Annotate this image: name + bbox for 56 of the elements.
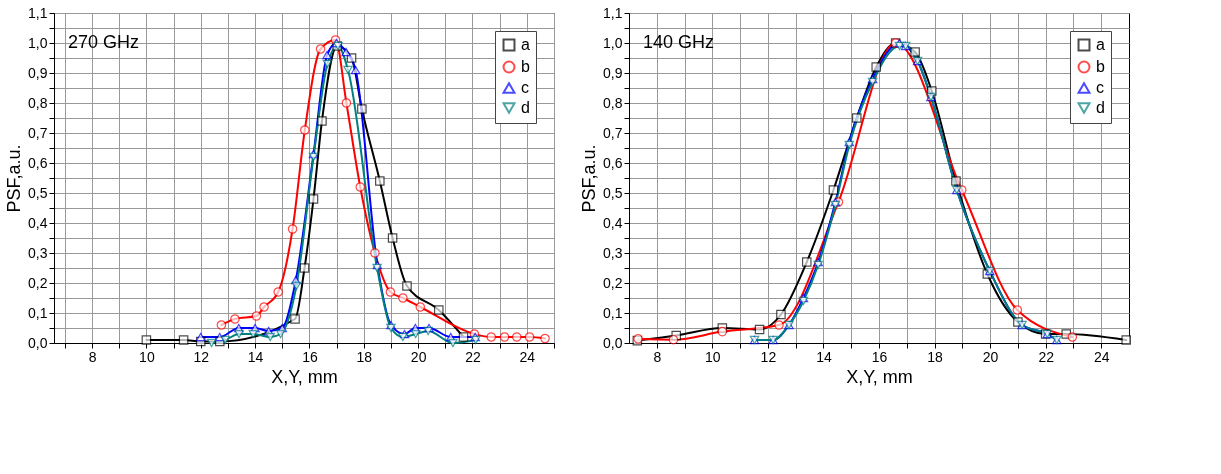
x-axis-title: X,Y, mm bbox=[271, 366, 338, 387]
legend-label: c bbox=[1096, 79, 1104, 96]
y-tick-label: 0,3 bbox=[28, 244, 48, 261]
x-tick-label: 22 bbox=[465, 348, 481, 365]
y-tick-label: 1,1 bbox=[28, 4, 48, 21]
legend-label: b bbox=[1096, 58, 1105, 75]
y-tick-label: 0,0 bbox=[28, 334, 48, 351]
x-tick-label: 24 bbox=[519, 348, 536, 365]
x-tick-label: 12 bbox=[760, 348, 777, 365]
y-tick-label: 0,1 bbox=[603, 304, 623, 321]
y-tick-label: 0,4 bbox=[603, 214, 623, 231]
y-tick-label: 0,7 bbox=[603, 124, 623, 141]
y-tick-label: 0,2 bbox=[603, 274, 623, 291]
x-tick-label: 22 bbox=[1038, 348, 1055, 365]
x-tick-label: 8 bbox=[653, 348, 662, 365]
legend-label: d bbox=[521, 99, 530, 116]
y-tick-label: 1,1 bbox=[603, 4, 623, 21]
x-tick-label: 18 bbox=[356, 348, 373, 365]
y-axis-title: PSF,a.u. bbox=[4, 144, 25, 213]
annotation: 140 GHz bbox=[643, 32, 715, 52]
legend-label: c bbox=[521, 79, 529, 96]
x-tick-label: 10 bbox=[705, 348, 721, 365]
legend-label: a bbox=[521, 36, 530, 53]
y-tick-label: 0,9 bbox=[28, 64, 48, 81]
x-tick-label: 20 bbox=[982, 348, 999, 365]
legend-label: a bbox=[1096, 36, 1105, 53]
x-tick-label: 18 bbox=[927, 348, 944, 365]
x-tick-label: 10 bbox=[139, 348, 155, 365]
x-tick-label: 24 bbox=[1093, 348, 1110, 365]
y-tick-label: 0,5 bbox=[603, 184, 623, 201]
y-tick-label: 0,9 bbox=[603, 64, 623, 81]
x-tick-label: 12 bbox=[193, 348, 210, 365]
y-tick-label: 0,6 bbox=[28, 154, 48, 171]
x-tick-label: 8 bbox=[88, 348, 97, 365]
x-tick-label: 14 bbox=[247, 348, 264, 365]
y-tick-label: 0,0 bbox=[603, 334, 623, 351]
legend-label: b bbox=[521, 58, 530, 75]
y-tick-label: 0,8 bbox=[603, 94, 623, 111]
y-tick-label: 0,2 bbox=[28, 274, 48, 291]
y-tick-label: 1,0 bbox=[28, 34, 48, 51]
y-tick-label: 0,5 bbox=[28, 184, 48, 201]
y-tick-label: 0,7 bbox=[28, 124, 48, 141]
legend-label: d bbox=[1096, 99, 1105, 116]
y-tick-label: 0,3 bbox=[603, 244, 623, 261]
y-tick-label: 0,4 bbox=[28, 214, 48, 231]
x-tick-label: 14 bbox=[816, 348, 832, 365]
x-tick-label: 20 bbox=[410, 348, 427, 365]
y-tick-label: 0,6 bbox=[603, 154, 623, 171]
annotation: 270 GHz bbox=[68, 32, 140, 52]
y-tick-label: 0,1 bbox=[28, 304, 48, 321]
y-tick-label: 1,0 bbox=[603, 34, 623, 51]
x-tick-label: 16 bbox=[871, 348, 888, 365]
y-tick-label: 0,8 bbox=[28, 94, 48, 111]
x-tick-label: 16 bbox=[302, 348, 318, 365]
y-axis-title: PSF,a.u. bbox=[579, 144, 600, 213]
x-axis-title: X,Y, mm bbox=[846, 366, 913, 387]
